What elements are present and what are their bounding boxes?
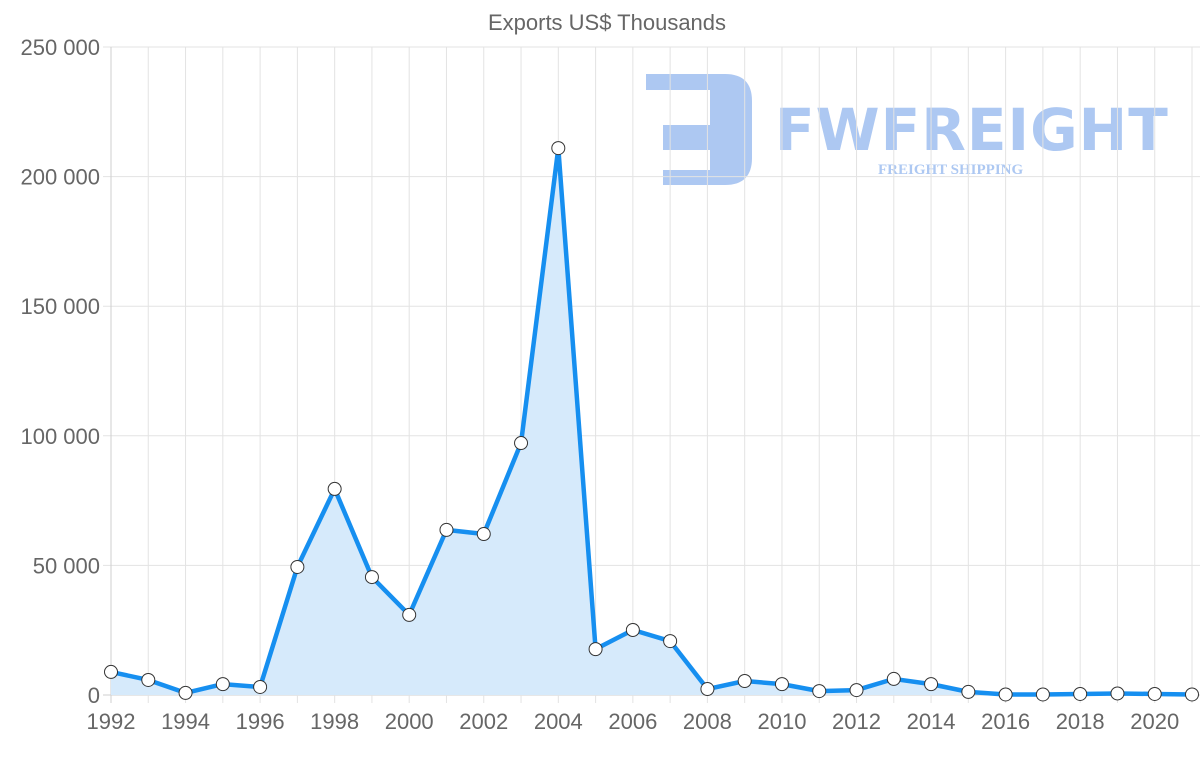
x-tick-label: 1996: [236, 709, 285, 734]
x-tick-label: 2004: [534, 709, 583, 734]
data-point-marker[interactable]: [1035, 687, 1050, 702]
data-point-marker[interactable]: [141, 672, 156, 687]
series-area-fill: [111, 148, 1192, 695]
series-line: [110, 145, 1193, 697]
data-point-marker[interactable]: [663, 634, 678, 649]
data-point-marker[interactable]: [551, 141, 566, 156]
data-point-marker[interactable]: [1147, 686, 1162, 701]
x-tick-label: 2010: [757, 709, 806, 734]
x-tick-label: 1992: [87, 709, 136, 734]
data-point-marker[interactable]: [402, 607, 417, 622]
fwfreight-logo-icon: [646, 74, 752, 185]
x-tick-label: 2012: [832, 709, 881, 734]
watermark-tagline: FREIGHT SHIPPING: [878, 162, 1023, 178]
data-point-marker[interactable]: [700, 682, 715, 697]
data-point-marker[interactable]: [104, 664, 118, 679]
data-point-marker[interactable]: [588, 642, 603, 657]
data-point-marker[interactable]: [290, 559, 305, 574]
x-tick-label: 2008: [683, 709, 732, 734]
x-tick-label: 2006: [608, 709, 657, 734]
data-point-marker[interactable]: [625, 622, 640, 637]
data-point-marker[interactable]: [886, 671, 901, 686]
fwfreight-watermark: FWFREIGHT FREIGHT SHIPPING: [646, 74, 1169, 185]
data-point-marker[interactable]: [998, 687, 1013, 702]
y-tick-label: 250 000: [20, 35, 100, 60]
data-point-marker[interactable]: [253, 679, 268, 694]
data-point-marker[interactable]: [327, 481, 342, 496]
data-point-marker[interactable]: [1110, 686, 1125, 701]
x-tick-label: 2014: [907, 709, 956, 734]
data-point-marker[interactable]: [849, 683, 864, 698]
data-point-marker[interactable]: [514, 436, 529, 451]
x-tick-label: 2020: [1130, 709, 1179, 734]
chart-title: Exports US$ Thousands: [488, 10, 726, 35]
y-tick-label: 150 000: [20, 294, 100, 319]
x-tick-label: 1994: [161, 709, 210, 734]
data-point-marker[interactable]: [364, 570, 379, 585]
data-point-marker[interactable]: [215, 677, 230, 692]
data-point-marker[interactable]: [924, 677, 939, 692]
data-point-marker[interactable]: [178, 685, 193, 700]
x-tick-label: 2000: [385, 709, 434, 734]
x-tick-label: 2018: [1056, 709, 1105, 734]
x-axis-ticks: 1992 1994 1996 1998 2000 2002 2004 2006 2008 2010…: [87, 709, 1180, 734]
x-tick-label: 2002: [459, 709, 508, 734]
watermark-brand: FWFREIGHT: [775, 96, 1169, 164]
data-point-marker[interactable]: [812, 684, 827, 699]
y-tick-label: 200 000: [20, 165, 100, 190]
x-tick-label: 1998: [310, 709, 359, 734]
x-tick-label: 2016: [981, 709, 1030, 734]
y-tick-label: 0: [88, 683, 100, 708]
series-markers: [104, 141, 1199, 702]
data-point-marker[interactable]: [774, 677, 789, 692]
y-tick-label: 50 000: [33, 553, 100, 578]
y-axis-ticks: 0 50 000 100 000 150 000 200 000 250 000: [20, 35, 100, 708]
data-point-marker[interactable]: [1185, 687, 1199, 702]
data-point-marker[interactable]: [737, 674, 752, 689]
data-point-marker[interactable]: [476, 527, 491, 542]
data-point-marker[interactable]: [961, 684, 976, 699]
data-point-marker[interactable]: [1073, 686, 1088, 701]
y-tick-label: 100 000: [20, 424, 100, 449]
data-point-marker[interactable]: [439, 522, 454, 537]
